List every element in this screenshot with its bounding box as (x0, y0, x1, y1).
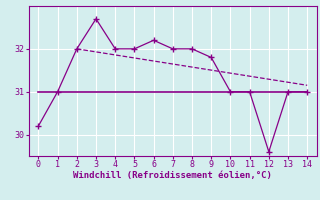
X-axis label: Windchill (Refroidissement éolien,°C): Windchill (Refroidissement éolien,°C) (73, 171, 272, 180)
